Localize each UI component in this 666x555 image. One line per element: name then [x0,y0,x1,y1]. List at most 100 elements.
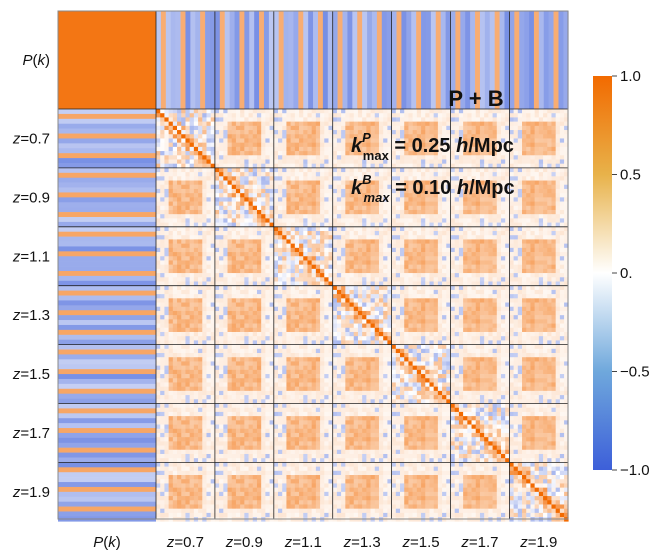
heatmap-cell [366,113,371,118]
heatmap-cell-pk-row [322,11,329,109]
heatmap-cell [328,319,333,324]
heatmap-cell [437,239,443,244]
heatmap-cell [311,235,317,240]
heatmap-cell [509,201,514,207]
heatmap-cell [193,243,199,249]
heatmap-cell-pk-row [479,11,486,109]
heatmap-cell [450,214,456,219]
heatmap-cell [374,247,380,253]
heatmap-cell [509,134,514,139]
heatmap-cell [273,285,279,291]
heatmap-cell [282,134,287,139]
heatmap-cell [463,121,468,127]
heatmap-cell [168,285,174,291]
heatmap-cell [210,289,216,295]
heatmap-cell [294,226,300,232]
heatmap-cell [421,130,426,135]
heatmap-cell [458,239,464,244]
heatmap-cell [496,121,502,127]
heatmap-cell [366,184,371,190]
heatmap-cell [488,188,493,194]
heatmap-cell-pk-row [288,11,294,109]
heatmap-cell [353,281,359,286]
heatmap-cell [353,172,359,177]
heatmap-cell [290,176,296,181]
heatmap-cell [471,218,477,223]
heatmap-cell [383,302,388,308]
heatmap-cell [160,134,165,139]
heatmap-cell [248,289,254,295]
heatmap-cell [324,294,329,299]
heatmap-cell [324,159,329,164]
heatmap-cell [223,117,228,122]
heatmap-cell [513,193,519,198]
heatmap-cell [278,134,283,139]
heatmap-cell [315,243,321,249]
heatmap-cell [387,218,392,223]
heatmap-cell [193,239,199,244]
heatmap-cell [311,298,317,303]
heatmap-cell [273,231,279,236]
heatmap-cell [349,176,355,181]
heatmap-cell [168,209,174,215]
heatmap-cell [505,264,510,270]
heatmap-cell [206,142,211,148]
heatmap-cell [543,260,548,265]
heatmap-cell [433,163,439,169]
heatmap-cell [185,277,190,282]
heatmap-cell [303,243,308,249]
heatmap-cell [172,226,178,232]
heatmap-cell [463,172,468,177]
heatmap-cell [265,319,270,324]
heatmap-cell [454,268,460,274]
heatmap-cell [164,214,169,219]
heatmap-cell [564,260,569,265]
heatmap-cell [538,209,544,215]
heatmap-cell [362,256,367,261]
heatmap-cell [189,260,195,265]
heatmap-cell [475,163,481,169]
heatmap-cell [374,235,380,240]
heatmap-cell [261,252,266,257]
heatmap-cell [400,264,405,270]
heatmap-cell [240,109,245,114]
heatmap-cell [282,336,287,341]
heatmap-cell [505,176,510,181]
heatmap-cell [290,285,296,291]
heatmap-cell [345,315,350,320]
heatmap-cell [248,117,254,122]
heatmap-cell [227,113,233,118]
heatmap-cell [404,155,409,160]
heatmap-cell [290,209,296,215]
heatmap-cell [404,231,409,236]
heatmap-cell [341,209,346,215]
heatmap-cell [156,125,161,131]
heatmap-cell [526,201,531,207]
heatmap-cell [189,138,195,143]
heatmap-cell [210,231,216,236]
heatmap-cell [261,310,266,316]
heatmap-cell [471,214,477,219]
heatmap-cell [336,142,342,148]
heatmap-cell [315,281,321,286]
heatmap-cell [471,180,477,186]
heatmap-cell [265,268,270,274]
heatmap-cell [294,331,300,337]
heatmap-cell [408,235,413,240]
heatmap-cell [278,302,283,308]
heatmap-cell [336,125,342,131]
heatmap-cell [538,214,544,219]
heatmap-cell [404,134,409,139]
heatmap-cell [349,264,355,270]
heatmap-cell [303,201,308,207]
heatmap-cell [404,197,409,202]
heatmap-cell [265,235,270,240]
heatmap-cell [530,159,535,164]
heatmap-cell [505,184,510,190]
heatmap-cell [370,134,376,139]
heatmap-cell [492,134,498,139]
heatmap-cell [513,184,519,190]
heatmap-cell [559,243,565,249]
heatmap-cell-pk-row [278,11,284,109]
heatmap-cell [446,138,451,143]
